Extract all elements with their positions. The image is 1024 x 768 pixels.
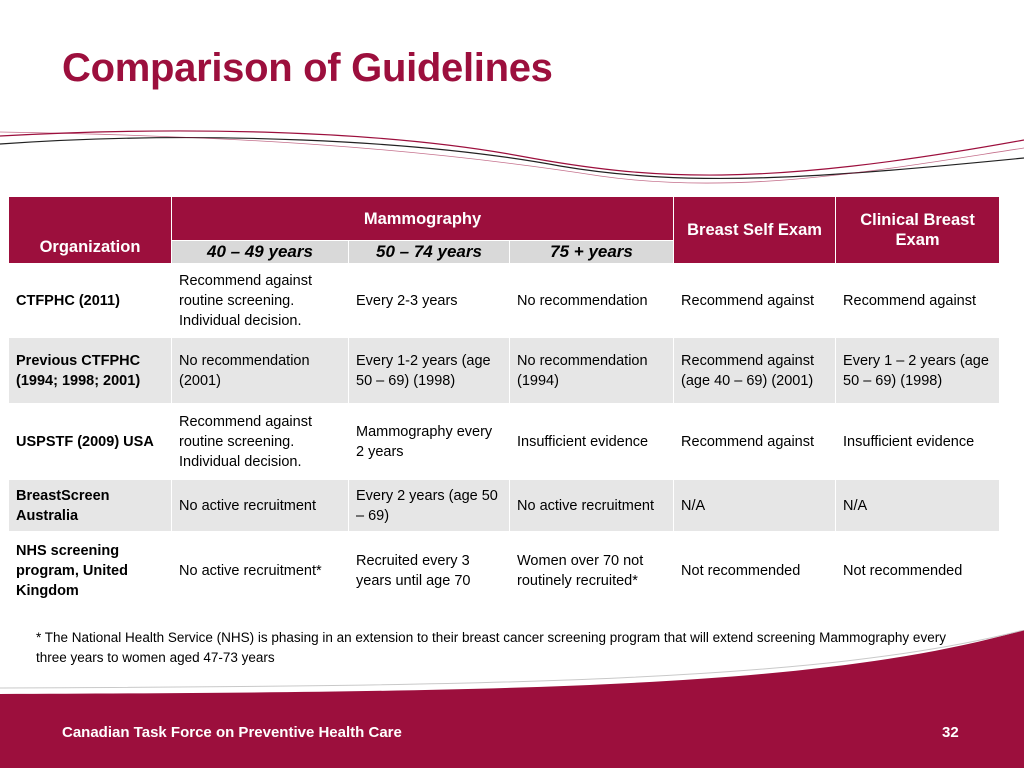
breast-self-exam-cell: Recommend against (age 40 – 69) (2001)	[673, 337, 837, 404]
age-75-plus-cell: No recommendation	[508, 263, 675, 338]
header-breast-self-exam: Breast Self Exam	[673, 196, 837, 264]
clinical-breast-exam-cell: Not recommended	[835, 531, 1001, 610]
header-age-75-plus: 75 + years	[508, 240, 675, 264]
age-40-49-cell: No active recruitment	[171, 479, 349, 532]
age-50-74-cell: Every 2 years (age 50 – 69)	[348, 479, 510, 532]
age-75-plus-cell: Insufficient evidence	[508, 403, 675, 480]
header-organization: Organization	[8, 196, 172, 264]
clinical-breast-exam-cell: Every 1 – 2 years (age 50 – 69) (1998)	[835, 337, 1001, 404]
age-75-plus-cell: No active recruitment	[508, 479, 675, 532]
slide-title: Comparison of Guidelines	[62, 46, 553, 90]
table-row: NHS screening program, United Kingdom No…	[8, 531, 1001, 610]
header-clinical-breast-exam: Clinical Breast Exam	[835, 196, 1001, 264]
guidelines-table: Organization Mammography Breast Self Exa…	[8, 196, 1001, 610]
page-number: 32	[942, 724, 959, 741]
age-50-74-cell: Every 2-3 years	[348, 263, 510, 338]
organization-cell: USPSTF (2009) USA	[8, 403, 172, 480]
table-row: USPSTF (2009) USA Recommend against rout…	[8, 403, 1001, 480]
table-row: Previous CTFPHC (1994; 1998; 2001) No re…	[8, 337, 1001, 404]
age-40-49-cell: No recommendation (2001)	[171, 337, 349, 404]
decorative-swoosh	[0, 130, 1024, 184]
organization-cell: CTFPHC (2011)	[8, 263, 172, 338]
age-50-74-cell: Mammography every 2 years	[348, 403, 510, 480]
breast-self-exam-cell: Recommend against	[673, 403, 837, 480]
age-75-plus-cell: Women over 70 not routinely recruited*	[508, 531, 675, 610]
age-40-49-cell: No active recruitment*	[171, 531, 349, 610]
organization-cell: NHS screening program, United Kingdom	[8, 531, 172, 610]
footer-organization: Canadian Task Force on Preventive Health…	[62, 724, 402, 741]
header-age-40-49: 40 – 49 years	[171, 240, 349, 264]
age-50-74-cell: Every 1-2 years (age 50 – 69) (1998)	[348, 337, 510, 404]
header-age-50-74: 50 – 74 years	[348, 240, 510, 264]
header-mammography: Mammography	[170, 196, 675, 241]
organization-cell: Previous CTFPHC (1994; 1998; 2001)	[8, 337, 172, 404]
age-40-49-cell: Recommend against routine screening. Ind…	[171, 403, 349, 480]
age-40-49-cell: Recommend against routine screening. Ind…	[171, 263, 349, 338]
table-row: CTFPHC (2011) Recommend against routine …	[8, 263, 1001, 338]
breast-self-exam-cell: N/A	[673, 479, 837, 532]
clinical-breast-exam-cell: N/A	[835, 479, 1001, 532]
breast-self-exam-cell: Recommend against	[673, 263, 837, 338]
footnote: * The National Health Service (NHS) is p…	[36, 630, 946, 665]
age-75-plus-cell: No recommendation (1994)	[508, 337, 675, 404]
organization-cell: BreastScreen Australia	[8, 479, 172, 532]
clinical-breast-exam-cell: Insufficient evidence	[835, 403, 1001, 480]
breast-self-exam-cell: Not recommended	[673, 531, 837, 610]
clinical-breast-exam-cell: Recommend against	[835, 263, 1001, 338]
age-50-74-cell: Recruited every 3 years until age 70	[348, 531, 510, 610]
table-row: BreastScreen Australia No active recruit…	[8, 479, 1001, 532]
footer-band	[0, 630, 1024, 768]
